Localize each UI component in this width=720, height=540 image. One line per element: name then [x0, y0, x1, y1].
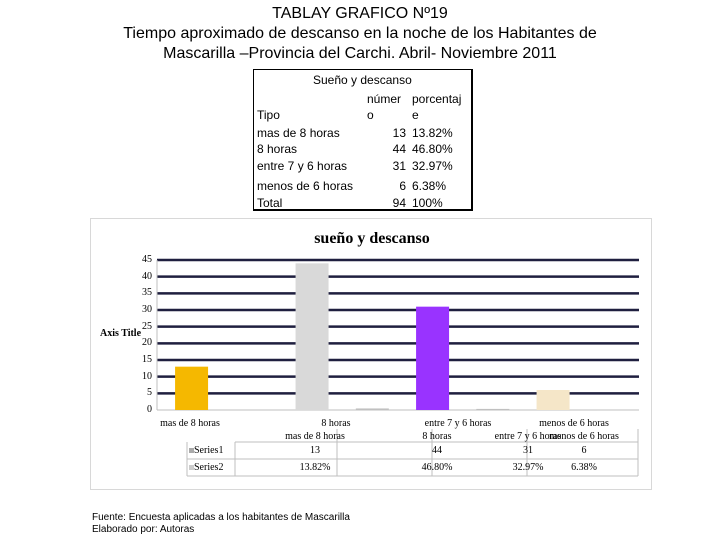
- data-table-header: mas de 8 horas: [285, 431, 345, 442]
- data-table-header: menos de 6 horas: [549, 431, 619, 442]
- y-tick-label: 35: [142, 287, 152, 299]
- col-header-pct-b: e: [412, 108, 419, 122]
- data-cell: 32.97%: [512, 462, 544, 473]
- col-header-pct-a: porcentaj: [412, 92, 462, 106]
- data-cell: 46.80%: [421, 462, 453, 473]
- y-tick-label: 5: [147, 387, 152, 399]
- data-cell: 6: [581, 445, 587, 456]
- data-table-header: 8 horas: [422, 431, 452, 442]
- data-cell: 44: [432, 445, 442, 456]
- y-tick-label: 20: [142, 337, 152, 349]
- legend-swatch: [189, 448, 194, 454]
- bar-series1: [536, 390, 570, 410]
- table-row-tipo: Total: [257, 196, 283, 210]
- legend-series2: Series2: [189, 462, 223, 473]
- y-tick-label: 40: [142, 270, 152, 282]
- bar-series2: [355, 408, 389, 410]
- table-row-numero: 13: [392, 126, 406, 140]
- chart-area: sueño y descanso Axis Title 0 5 10 15 20 25 30…: [90, 218, 652, 490]
- bar-series2: [596, 409, 630, 411]
- bar-series2: [476, 408, 510, 410]
- y-tick-label: 0: [147, 404, 152, 415]
- table-row-numero: 6: [399, 179, 406, 193]
- col-header-numero-a: númer: [367, 92, 402, 106]
- legend-label: Series1: [194, 445, 224, 456]
- table-row-pct: 13.82%: [412, 126, 453, 140]
- bar-series1: [295, 263, 329, 410]
- x-category-label: mas de 8 horas: [160, 418, 220, 429]
- legend-series1: Series1: [189, 445, 223, 456]
- y-tick-label: 15: [142, 354, 152, 365]
- table-row-pct: 46.80%: [412, 142, 453, 156]
- table-row-tipo: menos de 6 horas: [257, 179, 354, 193]
- y-tick-label: 10: [142, 370, 152, 382]
- x-category-label: 8 horas: [321, 418, 351, 429]
- bar-series1: [175, 366, 209, 410]
- slide-title: TABLAY GRAFICO Nº19: [272, 5, 448, 22]
- footer-credit: Elaborado por: Autoras: [92, 524, 195, 535]
- x-category-label: menos de 6 horas: [539, 418, 609, 429]
- data-table: Sueño y descanso Tipo númer o porcentaj …: [253, 69, 473, 211]
- legend-label: Series2: [194, 462, 224, 473]
- y-tick-label: 45: [142, 254, 152, 265]
- table-row-numero: 31: [392, 159, 406, 173]
- data-cell: 13: [310, 445, 320, 456]
- table-row-pct: 100%: [412, 196, 443, 210]
- x-category-label: entre 7 y 6 horas: [424, 418, 492, 429]
- data-cell: 13.82%: [299, 462, 331, 473]
- table-header: Sueño y descanso: [313, 73, 412, 87]
- col-header-tipo: Tipo: [257, 108, 280, 122]
- bar-series1: [416, 306, 450, 410]
- bar-series2: [235, 409, 269, 411]
- y-tick-label: 30: [142, 304, 152, 315]
- table-row-pct: 32.97%: [412, 159, 453, 173]
- legend-swatch: [189, 465, 194, 471]
- chart-data-table: mas de 8 horas 8 horas entre 7 y 6 horas…: [187, 429, 638, 476]
- data-table-header: entre 7 y 6 horas: [494, 431, 562, 442]
- footer-source: Fuente: Encuesta aplicadas a los habitan…: [92, 512, 350, 523]
- chart-title: sueño y descanso: [314, 230, 430, 247]
- slide-subtitle-line1: Tiempo aproximado de descanso en la noch…: [123, 25, 597, 42]
- table-row-tipo: entre 7 y 6 horas: [257, 159, 348, 173]
- table-row-numero: 44: [392, 142, 406, 156]
- col-header-numero-b: o: [367, 108, 374, 122]
- table-row-tipo: mas de 8 horas: [257, 126, 340, 140]
- table-row-tipo: 8 horas: [257, 142, 298, 156]
- table-row-pct: 6.38%: [412, 179, 447, 193]
- data-cell: 6.38%: [571, 462, 597, 473]
- y-axis-title: Axis Title: [100, 328, 142, 339]
- bar-chart: [156, 258, 639, 477]
- data-cell: 31: [523, 445, 533, 456]
- table-row-numero: 94: [392, 196, 406, 210]
- slide-subtitle-line2: Mascarilla –Provincia del Carchi. Abril-…: [163, 45, 557, 62]
- y-tick-label: 25: [142, 320, 152, 332]
